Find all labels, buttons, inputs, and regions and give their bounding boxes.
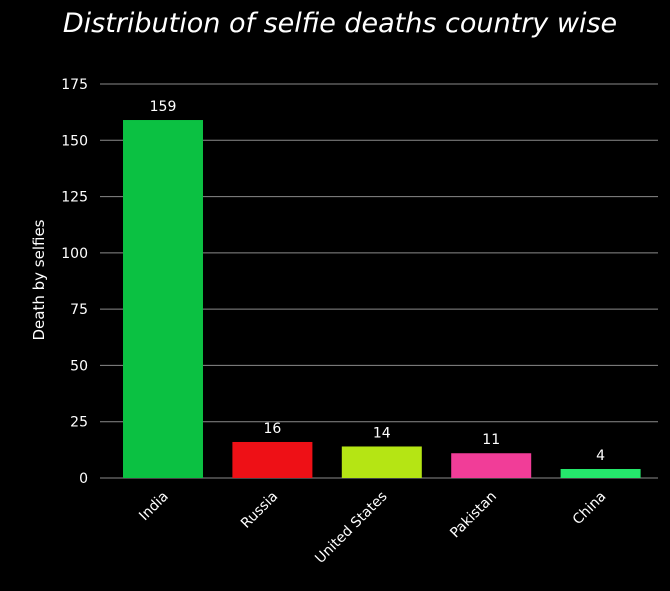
bar-russia [232,441,313,478]
data-label: 4 [596,448,605,464]
y-tick-label: 75 [70,302,88,318]
data-label: 14 [373,425,391,441]
y-tick-labels: 0 25 50 75 100 125 150 175 [61,77,88,487]
data-labels: 159 16 14 11 4 [150,99,606,464]
bar-china [560,468,641,478]
bar-united-states [341,446,422,478]
bar-pakistan [451,453,532,478]
bar-india [123,120,203,478]
x-tick-label: United States [312,489,390,567]
y-tick-label: 0 [79,471,88,487]
y-tick-label: 25 [70,415,88,431]
data-label: 11 [482,432,500,448]
bars [123,120,641,478]
y-tick-label: 150 [61,133,88,149]
y-tick-label: 50 [70,358,88,374]
chart-title: Distribution of selfie deaths country wi… [62,8,618,39]
y-tick-label: 100 [61,246,88,262]
y-tick-label: 175 [61,77,88,93]
data-label: 159 [150,99,177,115]
x-tick-labels: India Russia United States Pakistan China [136,489,609,567]
x-tick-label: Russia [238,489,281,532]
x-tick-label: Pakistan [447,489,500,542]
y-tick-label: 125 [61,190,88,206]
data-label: 16 [263,421,281,437]
x-tick-label: China [570,489,610,529]
y-axis-label: Death by selfies [30,219,48,340]
x-tick-label: India [136,489,172,525]
